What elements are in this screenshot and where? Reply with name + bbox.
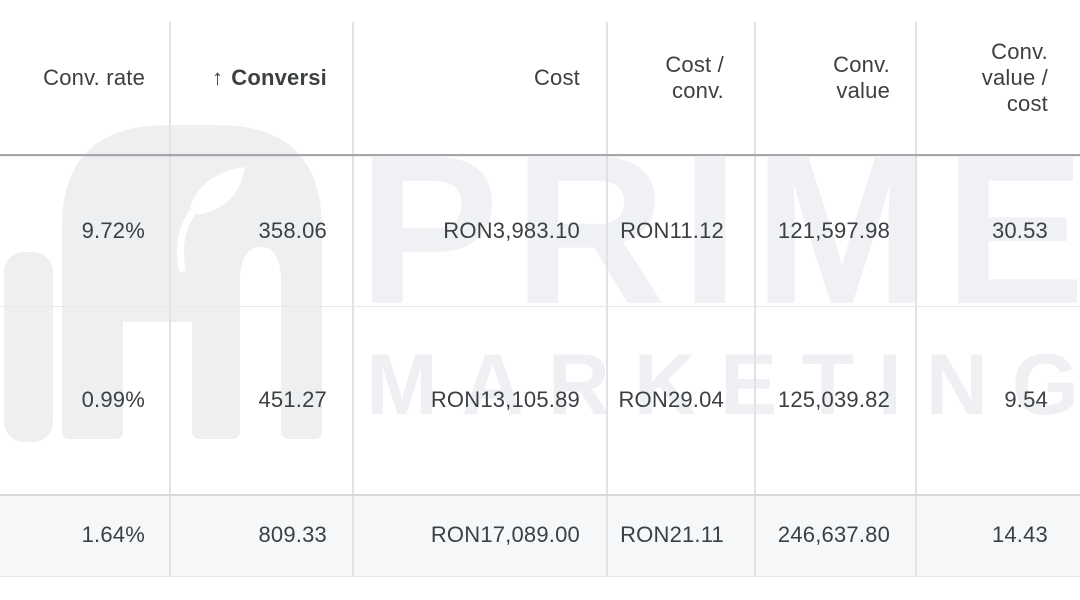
table-cell: 121,597.98 — [777, 218, 890, 243]
column-separator — [352, 22, 354, 576]
total-row-top-border — [0, 494, 1080, 496]
column-separator — [915, 22, 917, 576]
table-cell: 125,039.82 — [777, 387, 890, 412]
table-cell: 358.06 — [258, 218, 327, 243]
table-cell: 9.72% — [81, 218, 145, 243]
header-cell-conversions-sorted[interactable]: ↑ Conversi — [170, 0, 353, 156]
header-cell-label: Conversi — [231, 65, 327, 90]
watermark-text-prime: PRIME — [358, 111, 1080, 348]
table-cell: 0.99% — [81, 387, 145, 412]
total-row-bottom-border — [0, 575, 1080, 577]
column-separator — [169, 22, 171, 576]
table-cell: 30.53 — [991, 218, 1048, 243]
watermark-text-marketing: MARKETING — [366, 337, 1080, 433]
column-separator — [606, 22, 608, 576]
column-separator — [754, 22, 756, 576]
prime-marketing-logo-watermark — [4, 125, 322, 442]
total-cell: 1.64% — [81, 522, 145, 547]
table-cell: 451.27 — [258, 387, 327, 412]
total-cell: RON17,089.00 — [430, 522, 580, 547]
total-row-background — [0, 495, 1080, 576]
total-cell: 246,637.80 — [777, 522, 890, 547]
total-cell: 809.33 — [258, 522, 327, 547]
table-cell: RON13,105.89 — [430, 387, 580, 412]
row-separator — [0, 305, 1080, 307]
header-cell-conv-value-per-cost[interactable]: Conv. value / cost — [981, 39, 1048, 116]
table-cell: RON11.12 — [620, 218, 724, 243]
sort-ascending-icon: ↑ — [212, 65, 224, 90]
header-cell-conv-rate[interactable]: Conv. rate — [43, 65, 145, 90]
header-divider — [0, 154, 1080, 156]
header-cell-conv-value[interactable]: Conv. value — [833, 52, 890, 103]
table-cell: RON3,983.10 — [443, 218, 580, 243]
table-cell: RON29.04 — [618, 387, 724, 412]
total-cell: RON21.11 — [620, 522, 724, 547]
total-cell: 14.43 — [991, 522, 1048, 547]
header-cell-cost-per-conv[interactable]: Cost / conv. — [665, 52, 724, 103]
header-cell-cost[interactable]: Cost — [533, 65, 580, 90]
table-cell: 9.54 — [1004, 387, 1048, 412]
